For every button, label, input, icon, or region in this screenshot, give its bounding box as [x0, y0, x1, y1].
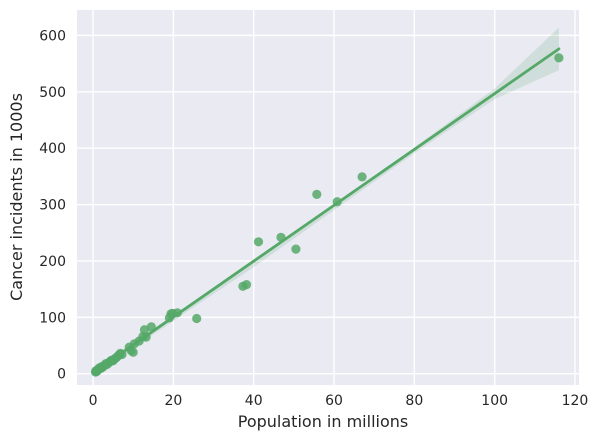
data-point	[241, 280, 252, 290]
data-point	[357, 172, 367, 182]
y-axis-label: Cancer incidents in 1000s	[7, 93, 26, 301]
y-tick-label: 400	[39, 141, 66, 157]
y-tick-label: 300	[39, 198, 66, 214]
x-tick-label: 100	[481, 393, 508, 409]
x-tick-label: 40	[245, 393, 263, 409]
x-tick-label: 80	[405, 393, 423, 409]
data-point	[554, 53, 564, 63]
fit-line	[93, 47, 561, 373]
y-tick-label: 0	[57, 367, 66, 383]
data-point	[312, 189, 322, 199]
data-point	[291, 244, 301, 254]
x-tick-labels: 0 20 40 60 80 100 120	[89, 393, 589, 409]
y-tick-labels: 0 100 200 300 400 500 600	[39, 28, 66, 382]
x-tick-label: 0	[89, 393, 98, 409]
x-axis-label: Population in millions	[238, 412, 408, 431]
data-points	[90, 53, 564, 377]
x-tick-label: 120	[562, 393, 589, 409]
grid	[77, 10, 579, 385]
regression-line	[93, 47, 561, 373]
y-tick-label: 500	[39, 85, 66, 101]
y-tick-label: 600	[39, 28, 66, 44]
y-tick-label: 200	[39, 254, 66, 270]
y-tick-label: 100	[39, 310, 66, 326]
x-tick-label: 60	[325, 393, 343, 409]
x-tick-label: 20	[164, 393, 182, 409]
data-point	[253, 237, 264, 247]
data-point	[192, 313, 202, 324]
data-point	[128, 347, 138, 357]
